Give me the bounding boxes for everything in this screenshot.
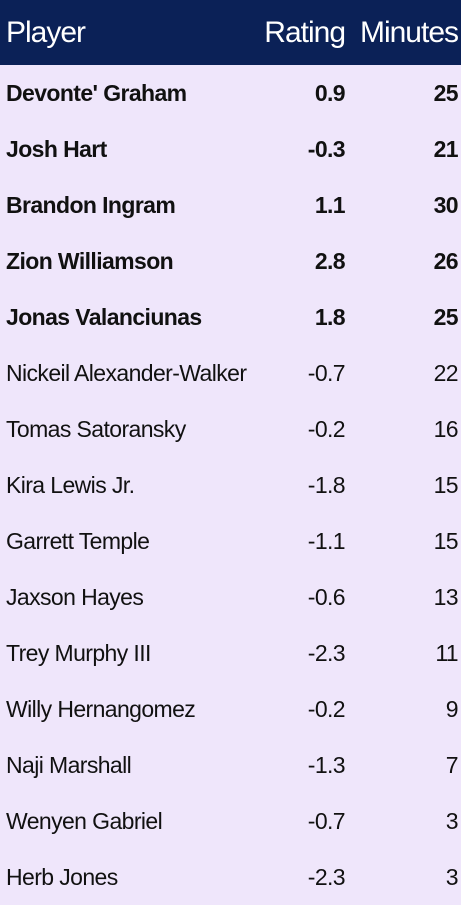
- table-row: Zion Williamson 2.8 26: [0, 233, 461, 289]
- table-cell: Devonte' Graham: [6, 79, 187, 106]
- header-cell: Rating: [264, 15, 346, 49]
- table-cell: Kira Lewis Jr.: [6, 471, 135, 498]
- table-row: Nickeil Alexander-Walker -0.7 22: [0, 345, 461, 401]
- table-cell: -0.2: [307, 415, 346, 442]
- table-cell: -2.3: [307, 639, 346, 666]
- table-cell: 16: [433, 415, 459, 442]
- table-cell: 3: [445, 863, 459, 890]
- table-row: Josh Hart -0.3 21: [0, 121, 461, 177]
- table-cell: 30: [433, 191, 459, 218]
- table-cell: -2.3: [307, 863, 346, 890]
- table-cell: 21: [433, 135, 459, 162]
- table-cell: 9: [445, 695, 459, 722]
- table-cell: -0.2: [307, 695, 346, 722]
- table-cell: -1.1: [307, 527, 346, 554]
- table-row: Wenyen Gabriel -0.7 3: [0, 793, 461, 849]
- table-cell: 26: [433, 247, 459, 274]
- table-cell: Jaxson Hayes: [6, 583, 144, 610]
- table-cell: 25: [433, 303, 459, 330]
- table-cell: 11: [435, 639, 458, 666]
- table-cell: Brandon Ingram: [6, 191, 176, 218]
- table-row: Naji Marshall -1.3 7: [0, 737, 461, 793]
- table-cell: 7: [445, 751, 459, 778]
- header-cell: Player: [6, 15, 86, 49]
- table-row: Brandon Ingram 1.1 30: [0, 177, 461, 233]
- table-cell: Garrett Temple: [6, 527, 150, 554]
- table-cell: -0.7: [307, 807, 346, 834]
- table-cell: 0.9: [314, 79, 346, 106]
- table-cell: Naji Marshall: [6, 751, 132, 778]
- table-cell: Herb Jones: [6, 863, 118, 890]
- table-row: Herb Jones -2.3 3: [0, 849, 461, 905]
- table-cell: 15: [433, 471, 459, 498]
- header-cell: Minutes: [359, 15, 459, 49]
- table-cell: -0.7: [307, 359, 346, 386]
- table-cell: 22: [433, 359, 459, 386]
- table-cell: 1.8: [314, 303, 346, 330]
- table-cell: Jonas Valanciunas: [6, 303, 202, 330]
- table-cell: 13: [433, 583, 459, 610]
- table-row: Jonas Valanciunas 1.8 25: [0, 289, 461, 345]
- table-row: Willy Hernangomez -0.2 9: [0, 681, 461, 737]
- table-row: Garrett Temple -1.1 15: [0, 513, 461, 569]
- table-cell: Wenyen Gabriel: [6, 807, 163, 834]
- table-cell: -0.3: [307, 135, 346, 162]
- table-cell: Zion Williamson: [6, 247, 174, 274]
- table-row: Trey Murphy III -2.3 11: [0, 625, 461, 681]
- table-cell: -0.6: [307, 583, 346, 610]
- table-cell: Trey Murphy III: [6, 639, 151, 666]
- table-row: Tomas Satoransky -0.2 16: [0, 401, 461, 457]
- table-row: Kira Lewis Jr. -1.8 15: [0, 457, 461, 513]
- table-cell: 1.1: [314, 191, 346, 218]
- table-cell: 3: [445, 807, 459, 834]
- table-cell: 25: [433, 79, 459, 106]
- table-cell: -1.3: [307, 751, 346, 778]
- table-cell: 2.8: [314, 247, 346, 274]
- table-cell: -1.8: [307, 471, 346, 498]
- table-cell: Tomas Satoransky: [6, 415, 186, 442]
- table-row: Devonte' Graham 0.9 25: [0, 65, 461, 121]
- table-cell: Josh Hart: [6, 135, 107, 162]
- table-row: Jaxson Hayes -0.6 13: [0, 569, 461, 625]
- header-row: Player Rating Minutes: [0, 0, 461, 65]
- table-cell: Nickeil Alexander-Walker: [6, 359, 247, 386]
- table-cell: Willy Hernangomez: [6, 695, 196, 722]
- table-cell: 15: [433, 527, 459, 554]
